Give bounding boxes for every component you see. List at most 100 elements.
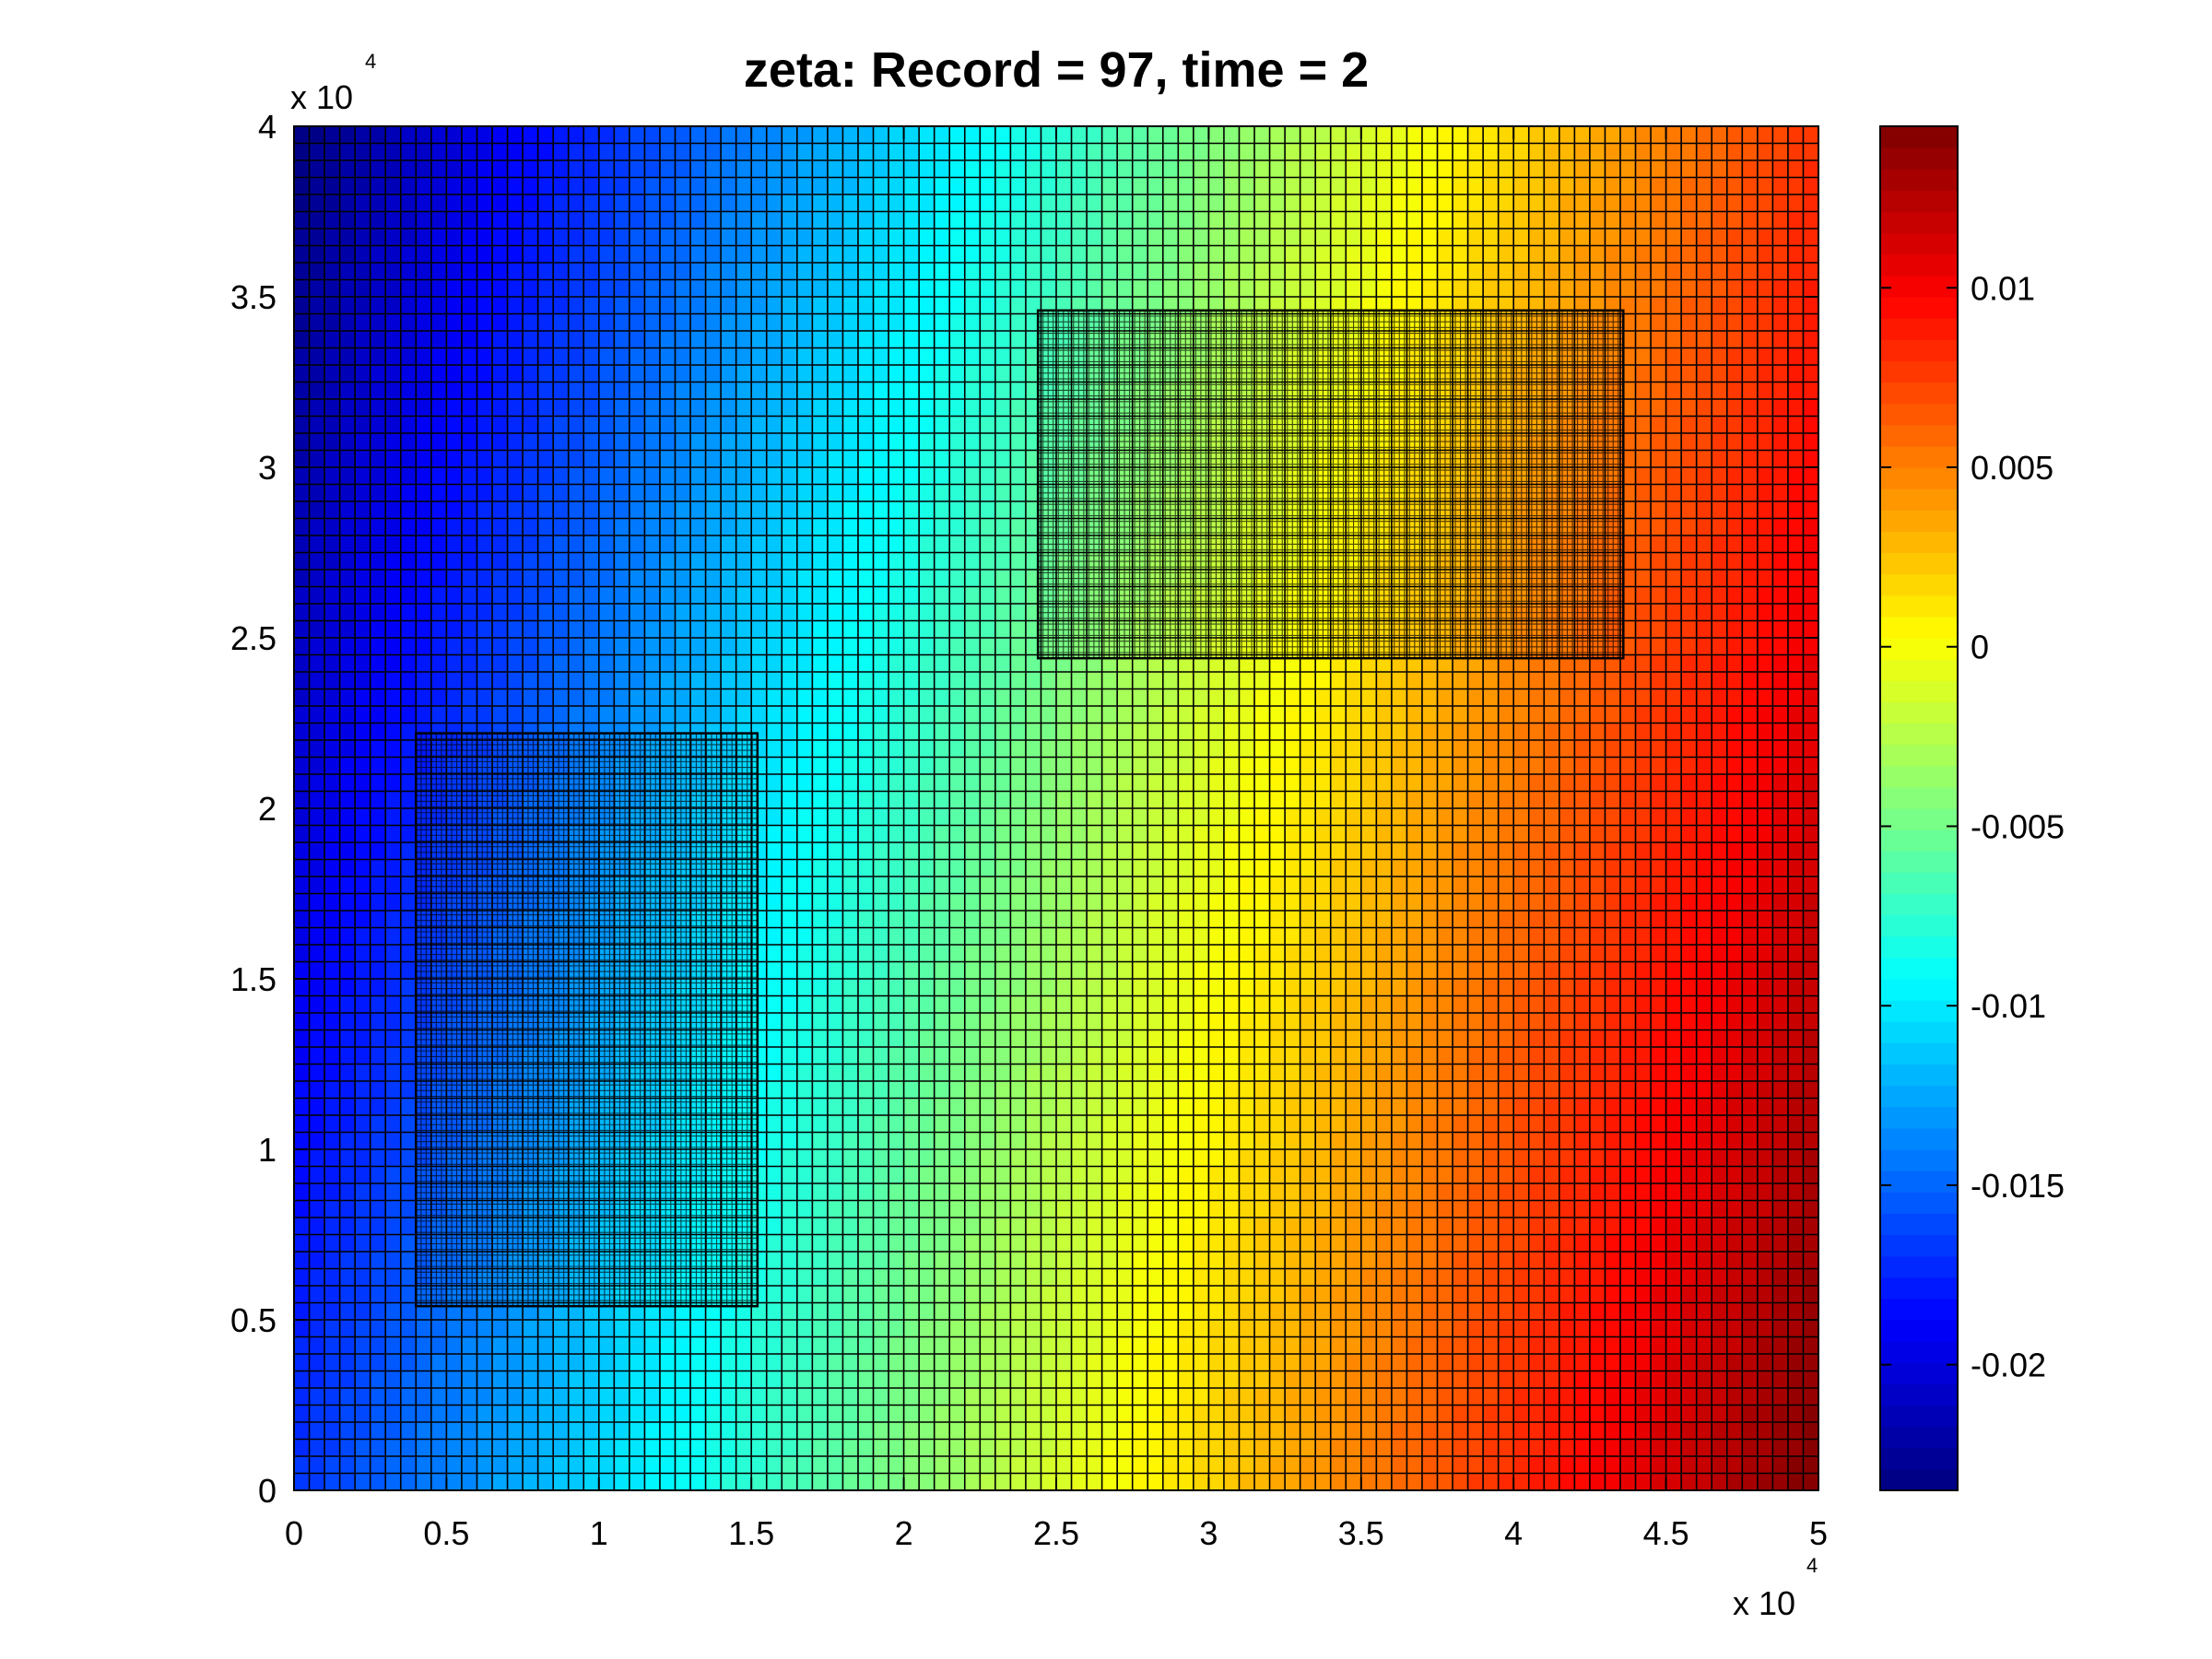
x-tick-label: 1.5	[728, 1514, 774, 1552]
y-tick-label: 3	[258, 449, 276, 487]
colorbar-level	[1880, 893, 1958, 916]
colorbar-level	[1880, 147, 1958, 170]
colorbar-level	[1880, 1383, 1958, 1406]
colorbar-level	[1880, 765, 1958, 788]
colorbar-level	[1880, 1213, 1958, 1236]
colorbar-level	[1880, 445, 1958, 468]
colorbar-level	[1880, 552, 1958, 575]
y-tick-label: 1.5	[230, 960, 276, 998]
colorbar-level	[1880, 1234, 1958, 1257]
colorbar-level	[1880, 190, 1958, 213]
colorbar-level	[1880, 1064, 1958, 1087]
colorbar-level	[1880, 360, 1958, 383]
colorbar-level	[1880, 318, 1958, 340]
colorbar-level	[1880, 1106, 1958, 1129]
colorbar-level	[1880, 1341, 1958, 1363]
x-tick-label: 4	[1504, 1514, 1523, 1552]
colorbar-level	[1880, 573, 1958, 596]
colorbar-level	[1880, 1298, 1958, 1321]
x-multiplier-label: x 10	[1733, 1584, 1795, 1622]
refined-grid-1	[415, 732, 759, 1308]
y-tick-label: 1	[258, 1131, 276, 1169]
colorbar-level	[1880, 872, 1958, 895]
refined-grids	[415, 309, 1625, 1308]
colorbar-tick-label: 0.005	[1971, 449, 2053, 487]
refined-grid-border	[1036, 309, 1625, 660]
x-tick-label: 4.5	[1643, 1514, 1689, 1552]
colorbar-level	[1880, 211, 1958, 234]
colorbar-level	[1880, 1277, 1958, 1300]
colorbar-level	[1880, 851, 1958, 873]
colorbar-tick-label: 0	[1971, 629, 1989, 666]
colorbar-level	[1880, 1447, 1958, 1470]
x-tick-label: 1	[590, 1514, 608, 1552]
colorbar-level	[1880, 1468, 1958, 1491]
x-tick-label: 2	[895, 1514, 913, 1552]
y-axis: 0 0.5 1 1.5 2 2.5 3 3.5 4	[230, 108, 1818, 1510]
colorbar-level	[1880, 786, 1958, 809]
colorbar-level	[1880, 957, 1958, 980]
colorbar-level	[1880, 1149, 1958, 1171]
colorbar-level	[1880, 275, 1958, 298]
colorbar-level	[1880, 1000, 1958, 1022]
colorbar-level	[1880, 531, 1958, 554]
colorbar-level	[1880, 680, 1958, 702]
colorbar-level	[1880, 403, 1958, 426]
colorbar-level	[1880, 1255, 1958, 1278]
colorbar-level	[1880, 1042, 1958, 1065]
colorbar-level	[1880, 510, 1958, 532]
colorbar-level	[1880, 914, 1958, 937]
y-tick-label: 0.5	[230, 1301, 276, 1339]
colorbar-level	[1880, 126, 1958, 148]
colorbar-level	[1880, 424, 1958, 447]
x-tick-label: 3.5	[1338, 1514, 1384, 1552]
x-tick-label: 5	[1809, 1514, 1828, 1552]
colorbar-level	[1880, 1127, 1958, 1150]
coarse-grid-lines	[294, 126, 1818, 1490]
y-tick-label: 2.5	[230, 619, 276, 657]
colorbar-level	[1880, 1426, 1958, 1449]
colorbar-level	[1880, 659, 1958, 681]
colorbar-level	[1880, 594, 1958, 618]
colorbar-level	[1880, 467, 1958, 489]
colorbar-level	[1880, 701, 1958, 724]
colorbar-level	[1880, 232, 1958, 255]
colorbar-gradient	[1880, 126, 1958, 1491]
colorbar-level	[1880, 723, 1958, 746]
grid-mesh	[294, 126, 1818, 1490]
colorbar-frame	[1879, 125, 1959, 1491]
colorbar-level	[1880, 979, 1958, 1001]
x-multiplier: x 10 4	[1733, 1554, 1818, 1622]
x-multiplier-exponent: 4	[1806, 1554, 1818, 1577]
colorbar-level	[1880, 1021, 1958, 1043]
refined-grid-border	[415, 732, 759, 1308]
y-multiplier: x 10 4	[290, 50, 376, 116]
colorbar-level	[1880, 1171, 1958, 1193]
colorbar-level	[1880, 935, 1958, 959]
colorbar-tick-label: -0.015	[1971, 1167, 2065, 1205]
x-tick-label: 0	[285, 1514, 303, 1552]
y-tick-label: 2	[258, 790, 276, 828]
y-tick-label: 3.5	[230, 278, 276, 316]
x-tick-label: 0.5	[423, 1514, 469, 1552]
colorbar-level	[1880, 1362, 1958, 1384]
colorbar-level	[1880, 339, 1958, 361]
x-tick-label: 2.5	[1033, 1514, 1079, 1552]
colorbar-tick-label: -0.02	[1971, 1347, 2046, 1384]
colorbar-tick-label: -0.01	[1971, 987, 2046, 1025]
colorbar-level	[1880, 382, 1958, 405]
colorbar-level	[1880, 808, 1958, 830]
refined-grid-2	[1036, 309, 1625, 660]
colorbar-level	[1880, 297, 1958, 319]
colorbar-level	[1880, 830, 1958, 852]
y-tick-label: 4	[258, 108, 276, 146]
colorbar-level	[1880, 1085, 1958, 1108]
x-tick-label: 3	[1199, 1514, 1218, 1552]
colorbar-level	[1880, 638, 1958, 660]
colorbar: -0.02 -0.015 -0.01 -0.005 0 0.005 0.01	[1879, 125, 2065, 1491]
colorbar-level	[1880, 744, 1958, 767]
colorbar-level	[1880, 1192, 1958, 1214]
colorbar-level	[1880, 169, 1958, 191]
colorbar-tick-label: 0.01	[1971, 269, 2035, 307]
